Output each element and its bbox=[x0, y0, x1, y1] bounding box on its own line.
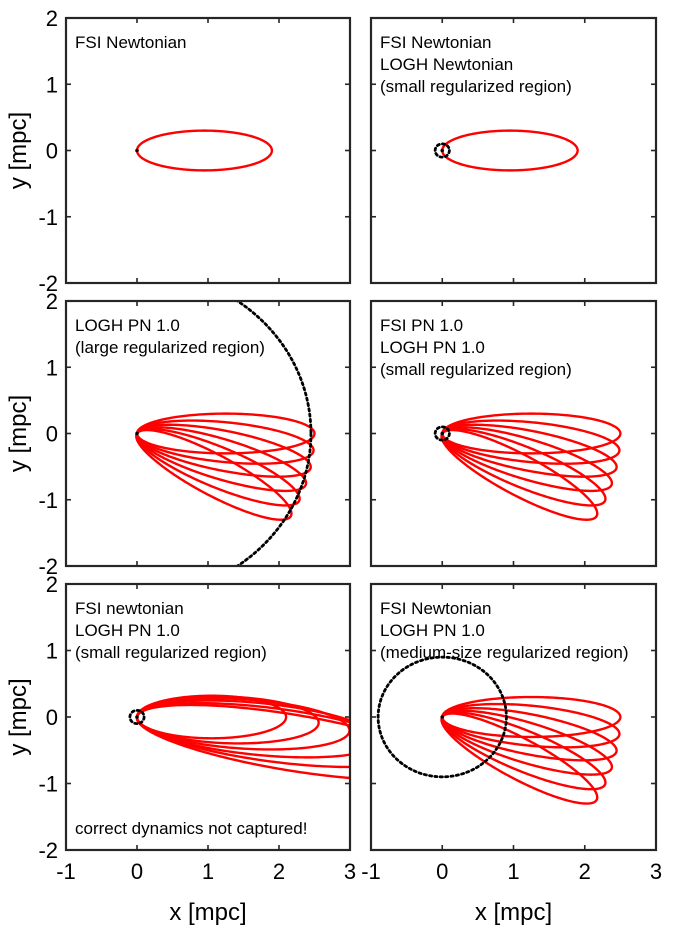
y-tick-label: -2 bbox=[38, 271, 58, 296]
panel-middle-left: -2 -1 0 1 2 y [mpc] LOGH PN 1.0 (large regulari… bbox=[5, 289, 352, 579]
orbit-line-4 bbox=[440, 426, 614, 493]
annotation-line-2: LOGH PN 1.0 bbox=[75, 621, 180, 640]
orbit-line-5 bbox=[135, 427, 301, 507]
y-axis-label: y [mpc] bbox=[5, 395, 32, 472]
orbit-line-4 bbox=[135, 426, 308, 493]
y-tick-label: 2 bbox=[46, 572, 58, 597]
plot-area bbox=[433, 412, 622, 521]
x-tick-label: 3 bbox=[344, 859, 356, 884]
annotation-line-2: (large regularized region) bbox=[75, 338, 265, 357]
y-tick-label: 0 bbox=[46, 422, 58, 447]
central-point bbox=[440, 431, 445, 436]
annotation-line-1: FSI Newtonian bbox=[75, 33, 187, 52]
orbit-line-5 bbox=[440, 427, 607, 507]
plot-area bbox=[376, 655, 622, 805]
annotation-line-1: FSI PN 1.0 bbox=[380, 316, 463, 335]
plot-area bbox=[135, 129, 274, 172]
regularized-region-circle bbox=[433, 425, 451, 442]
y-tick-label: 2 bbox=[46, 6, 58, 31]
regularized-region-circle bbox=[128, 708, 146, 726]
annotation-line-3: (small regularized region) bbox=[75, 643, 267, 662]
panel-top-left: -2 -1 0 1 2 y [mpc] FSI Newtonian bbox=[5, 6, 352, 296]
panel-top-right: FSI Newtonian LOGH Newtonian (small regula… bbox=[369, 16, 658, 285]
x-tick-label: 1 bbox=[202, 859, 214, 884]
central-point bbox=[135, 148, 139, 153]
plot-area bbox=[128, 694, 350, 780]
x-axis-label: x [mpc] bbox=[169, 899, 246, 926]
y-tick-label: 0 bbox=[46, 139, 58, 164]
y-tick-label: -1 bbox=[38, 488, 58, 513]
y-tick-label: 1 bbox=[46, 72, 58, 97]
orbit-line-4 bbox=[440, 709, 614, 776]
x-tick-label: 2 bbox=[579, 859, 591, 884]
x-tick-label: 3 bbox=[650, 859, 662, 884]
annotation-line-1: FSI Newtonian bbox=[380, 599, 492, 618]
x-tick-label: 0 bbox=[131, 859, 143, 884]
orbit-line-5 bbox=[440, 711, 607, 791]
central-point bbox=[135, 715, 139, 719]
annotation-line-2: LOGH PN 1.0 bbox=[380, 621, 485, 640]
y-tick-label: 1 bbox=[46, 355, 58, 380]
regularized-region-circle bbox=[376, 655, 508, 779]
annotation-warning: correct dynamics not captured! bbox=[75, 819, 307, 838]
y-tick-label: -2 bbox=[38, 554, 58, 579]
axes-frame bbox=[64, 16, 352, 285]
x-tick-label: 0 bbox=[436, 859, 448, 884]
panel-middle-right: FSI PN 1.0 LOGH PN 1.0 (small regularized … bbox=[369, 299, 658, 568]
y-tick-label: -1 bbox=[38, 205, 58, 230]
annotation-line-1: LOGH PN 1.0 bbox=[75, 316, 180, 335]
x-axis-label: x [mpc] bbox=[475, 899, 552, 926]
x-tick-label: -1 bbox=[56, 859, 76, 884]
regularized-region-circle bbox=[234, 301, 313, 566]
annotation-line-3: (small regularized region) bbox=[380, 77, 572, 96]
annotation-line-2: LOGH PN 1.0 bbox=[380, 338, 485, 357]
annotation-line-1: FSI Newtonian bbox=[380, 33, 492, 52]
x-tick-label: 1 bbox=[507, 859, 519, 884]
plot-area bbox=[135, 301, 316, 566]
regularized-region-circle bbox=[433, 142, 451, 159]
annotation-line-3: (medium-size regularized region) bbox=[380, 643, 628, 662]
annotation-line-3: (small regularized region) bbox=[380, 360, 572, 379]
orbit-line-1 bbox=[441, 129, 579, 172]
panel-bottom-right: -1 0 1 2 3 x [mpc] FSI Newtonian LOGH PN 1.0 (me… bbox=[361, 582, 662, 926]
y-tick-label: -2 bbox=[38, 838, 58, 863]
y-tick-label: 2 bbox=[46, 289, 58, 314]
central-point bbox=[440, 715, 445, 719]
central-point bbox=[440, 148, 445, 153]
annotation-line-1: FSI newtonian bbox=[75, 599, 184, 618]
annotation-line-2: LOGH Newtonian bbox=[380, 55, 513, 74]
y-axis-label: y [mpc] bbox=[5, 678, 32, 755]
y-tick-label: -1 bbox=[38, 772, 58, 797]
orbit-line-1 bbox=[135, 129, 274, 172]
central-point bbox=[135, 431, 139, 436]
y-axis-label: y [mpc] bbox=[5, 112, 32, 189]
x-tick-label: -1 bbox=[361, 859, 381, 884]
y-tick-label: 1 bbox=[46, 639, 58, 664]
x-tick-label: 2 bbox=[273, 859, 285, 884]
plot-area bbox=[433, 129, 579, 172]
y-tick-label: 0 bbox=[46, 705, 58, 730]
